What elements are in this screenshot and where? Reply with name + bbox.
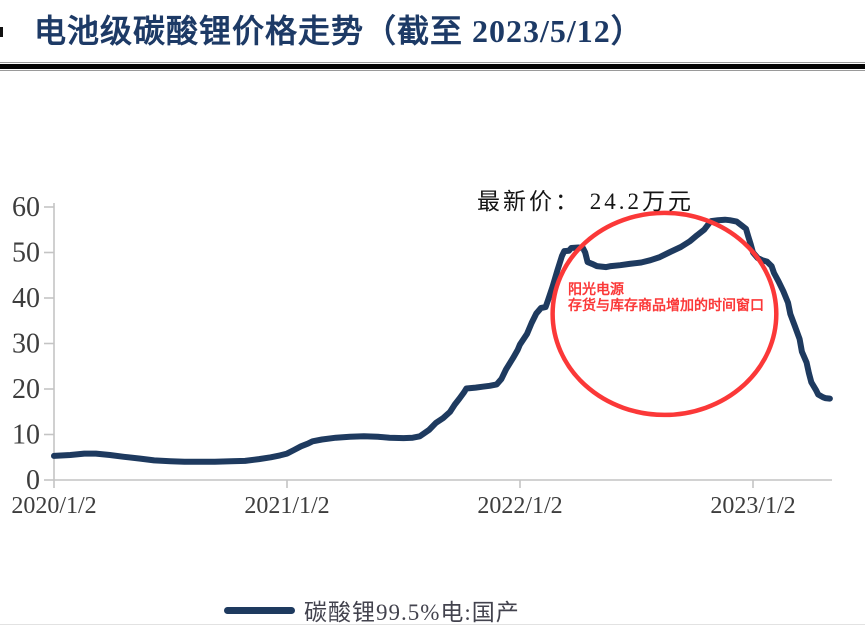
y-axis-tick-label: 10 [12, 420, 40, 451]
y-axis-tick-label: 30 [12, 329, 40, 360]
callout-line1: 阳光电源 [568, 281, 624, 297]
title-divider-thin-top [0, 62, 865, 63]
title-divider-thin-bottom [0, 70, 865, 71]
chart-legend: 碳酸锂99.5%电:国产 [224, 593, 520, 627]
price-series-line [51, 216, 833, 465]
legend-series-label: 碳酸锂99.5%电:国产 [304, 600, 520, 625]
x-axis-tick-label: 2021/1/2 [244, 493, 329, 519]
y-axis-tick-label: 0 [26, 465, 40, 496]
bottom-hairline [0, 624, 865, 625]
y-axis-tick-label: 50 [12, 238, 40, 269]
legend-line-swatch [224, 606, 295, 614]
page-title: 电池级碳酸锂价格走势（截至 2023/5/12） [34, 13, 644, 49]
x-axis-tick-label: 2022/1/2 [477, 493, 562, 519]
highlight-ellipse [550, 210, 779, 418]
left-edge-mark [0, 27, 3, 37]
x-axis-tick-label: 2023/1/2 [710, 493, 795, 519]
callout-text: 阳光电源 存货与库存商品增加的时间窗口 [568, 281, 764, 313]
y-axis-tick-label: 40 [12, 283, 40, 314]
latest-price-label: 最新价： 24.2万元 [477, 189, 694, 214]
x-axis-tick-label: 2020/1/2 [11, 493, 96, 519]
y-axis-tick-label: 20 [12, 374, 40, 405]
y-axis-tick-label: 60 [12, 192, 40, 223]
callout-line2: 存货与库存商品增加的时间窗口 [568, 297, 764, 313]
title-divider [0, 64, 865, 69]
